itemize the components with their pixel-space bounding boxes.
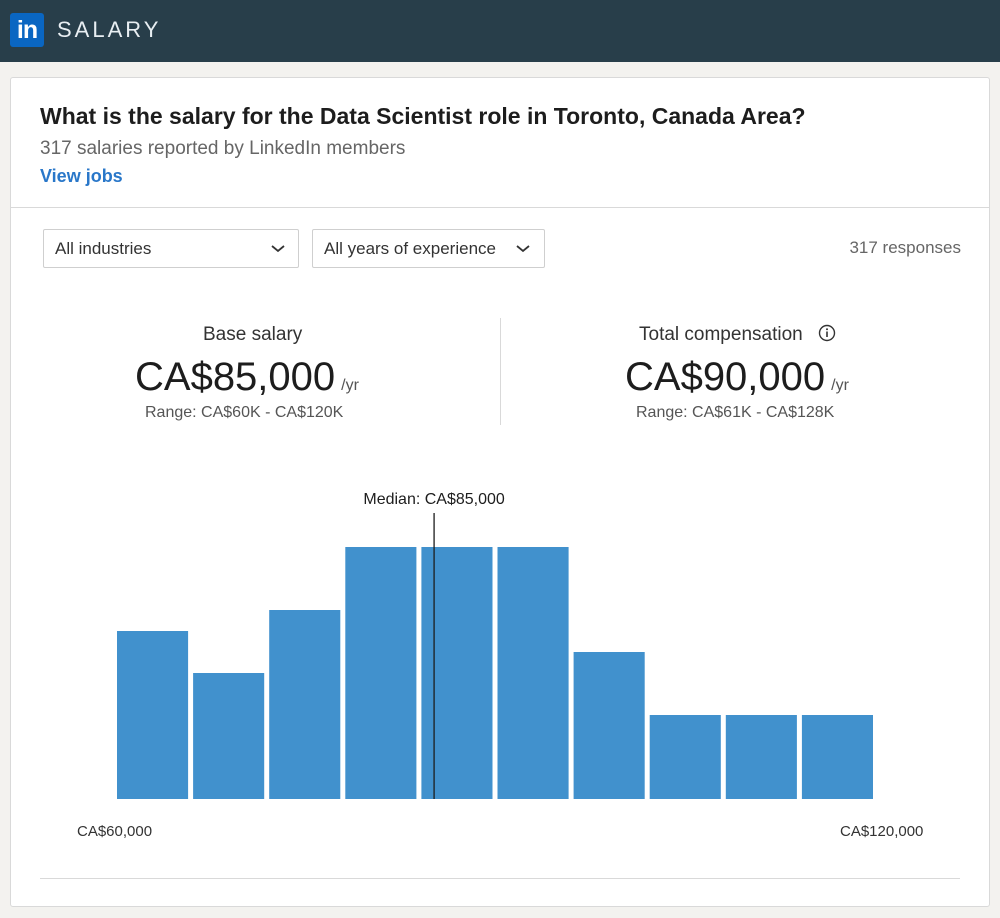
base-salary-unit: /yr — [341, 377, 359, 394]
histogram-bar[interactable] — [269, 610, 341, 799]
stats-divider — [500, 318, 501, 425]
chevron-down-icon — [516, 245, 530, 253]
total-comp-range: Range: CA$61K - CA$128K — [636, 404, 835, 421]
industry-select[interactable]: All industries — [43, 229, 299, 268]
card-header: What is the salary for the Data Scientis… — [11, 78, 989, 208]
section-divider — [40, 878, 960, 879]
histogram-bar[interactable] — [573, 652, 645, 799]
histogram-bar[interactable] — [345, 547, 417, 799]
base-salary-label: Base salary — [203, 324, 303, 345]
salary-histogram: Median: CA$85,000 — [117, 491, 873, 799]
histogram-bar[interactable] — [497, 547, 569, 799]
linkedin-logo[interactable]: in — [10, 13, 44, 47]
median-label: Median: CA$85,000 — [363, 491, 505, 508]
histogram-bar[interactable] — [421, 547, 493, 799]
page-title: What is the salary for the Data Scientis… — [40, 103, 806, 129]
info-icon[interactable] — [818, 324, 836, 342]
x-axis-min-label: CA$60,000 — [77, 823, 153, 840]
view-jobs-link[interactable]: View jobs — [40, 166, 123, 186]
total-comp-label-text: Total compensation — [639, 324, 803, 345]
base-salary-value: CA$85,000/yr — [135, 355, 359, 400]
total-comp-unit: /yr — [831, 377, 849, 394]
histogram-bar[interactable] — [649, 715, 721, 799]
base-salary-range: Range: CA$60K - CA$120K — [145, 404, 344, 421]
experience-select-value: All years of experience — [324, 239, 496, 258]
histogram-bar[interactable] — [193, 673, 265, 799]
product-name: SALARY — [57, 17, 162, 42]
total-comp-value: CA$90,000/yr — [625, 355, 849, 400]
top-bar: in SALARY — [0, 0, 1000, 62]
total-comp-amount: CA$90,000 — [625, 355, 826, 399]
industry-select-value: All industries — [55, 239, 152, 258]
x-axis-max-label: CA$120,000 — [840, 823, 924, 840]
histogram-bar[interactable] — [725, 715, 797, 799]
salary-card: What is the salary for the Data Scientis… — [10, 77, 990, 907]
chevron-down-icon — [271, 245, 285, 253]
responses-count: 317 responses — [849, 238, 961, 257]
histogram-bar[interactable] — [117, 631, 189, 799]
base-salary-amount: CA$85,000 — [135, 355, 336, 399]
histogram-bar[interactable] — [801, 715, 873, 799]
total-comp-label: Total compensation — [639, 324, 836, 346]
salary-count: 317 salaries reported by LinkedIn member… — [40, 138, 406, 159]
experience-select[interactable]: All years of experience — [312, 229, 545, 268]
